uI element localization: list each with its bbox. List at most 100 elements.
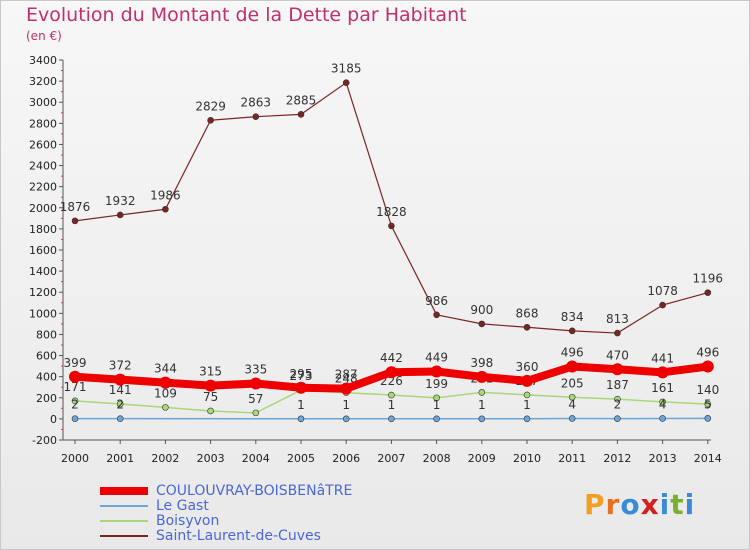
data-point — [523, 391, 531, 399]
data-point — [159, 376, 172, 389]
data-label: 140 — [696, 383, 719, 397]
data-label: 986 — [425, 294, 448, 308]
data-label: 75 — [203, 390, 218, 404]
data-point — [295, 381, 307, 394]
data-label: 57 — [248, 392, 263, 406]
data-point — [116, 415, 124, 422]
data-point — [297, 415, 305, 423]
data-point — [568, 415, 576, 422]
data-label: 295 — [290, 367, 313, 381]
data-label: 205 — [561, 376, 584, 390]
chart-subtitle: (en €) — [26, 29, 62, 43]
y-tick-label: 3200 — [29, 75, 57, 88]
data-label: 3185 — [331, 62, 362, 76]
data-point — [204, 379, 217, 392]
data-point — [656, 366, 669, 379]
data-label: 273 — [290, 369, 313, 383]
data-point — [433, 311, 440, 319]
data-label: 449 — [425, 350, 448, 364]
data-point — [478, 389, 486, 396]
data-point — [478, 415, 486, 423]
data-label: 2 — [71, 398, 79, 412]
data-label: 199 — [425, 377, 448, 391]
data-point — [116, 211, 124, 219]
data-label: 1876 — [60, 200, 91, 214]
data-label: 4 — [568, 397, 576, 411]
data-label: 496 — [561, 346, 584, 360]
logo-letter: P — [584, 488, 606, 521]
chart-title: Evolution du Montant de la Dette par Hab… — [26, 4, 467, 26]
y-tick-label: 3000 — [29, 96, 57, 109]
data-point — [388, 391, 395, 399]
x-tick-label: 2001 — [106, 452, 134, 465]
line-chart: -200 0 200 400 600 800 1000 1200 1400 1600 1800 200… — [29, 54, 724, 465]
data-point — [71, 217, 79, 225]
data-point — [342, 79, 350, 86]
y-tick-label: 400 — [36, 371, 57, 384]
data-label: 187 — [606, 378, 629, 392]
data-point — [69, 370, 81, 383]
data-label: 1 — [478, 398, 486, 412]
y-tick-label: 2600 — [29, 138, 57, 151]
x-tick-label: 2007 — [377, 452, 405, 465]
data-label: 470 — [606, 348, 629, 362]
data-label: 1986 — [150, 188, 181, 202]
data-label: 171 — [64, 380, 87, 394]
data-point — [568, 327, 576, 335]
data-point — [701, 360, 714, 373]
data-point — [114, 373, 127, 386]
legend-swatch — [100, 535, 148, 537]
y-tick-label: 1400 — [29, 265, 57, 278]
y-tick-label: 600 — [36, 350, 57, 363]
legend-label: Boisyvon — [156, 513, 220, 529]
data-label: 161 — [651, 381, 674, 395]
logo-letter: i — [659, 488, 671, 521]
y-tick-label: 200 — [36, 392, 57, 405]
data-label: 372 — [109, 359, 132, 373]
data-point — [162, 205, 169, 213]
y-tick-label: 3400 — [29, 54, 57, 67]
data-point — [249, 377, 262, 390]
data-point — [659, 415, 666, 422]
data-label: 344 — [154, 362, 177, 376]
data-label: 496 — [696, 346, 719, 360]
data-label: 900 — [470, 303, 493, 317]
data-label: 2 — [116, 398, 124, 412]
data-point — [162, 404, 169, 411]
data-label: 1 — [388, 398, 396, 412]
data-label: 1 — [523, 398, 531, 412]
data-point — [430, 365, 443, 378]
x-tick-label: 2008 — [423, 452, 451, 465]
y-tick-label: 2000 — [29, 202, 57, 215]
y-tick-label: -200 — [32, 434, 57, 447]
data-label: 109 — [154, 386, 177, 400]
data-point — [252, 113, 260, 120]
data-label: 399 — [64, 356, 87, 370]
x-tick-label: 2004 — [242, 452, 270, 465]
data-point — [659, 301, 666, 309]
data-point — [521, 374, 533, 387]
data-label: 2885 — [286, 93, 317, 107]
data-label: 2863 — [241, 96, 272, 110]
data-label: 1 — [433, 398, 441, 412]
y-tick-label: 2200 — [29, 181, 57, 194]
data-point — [207, 116, 214, 124]
data-point — [704, 400, 712, 408]
data-point — [659, 398, 666, 406]
x-tick-label: 2012 — [603, 452, 631, 465]
legend-swatch — [100, 505, 148, 507]
data-point — [71, 397, 79, 405]
data-point — [340, 382, 353, 395]
data-label: 315 — [199, 365, 222, 379]
legend-swatch — [100, 520, 148, 522]
data-point — [568, 393, 576, 401]
data-label: 5 — [704, 397, 712, 411]
data-point — [297, 111, 305, 118]
data-point — [478, 320, 486, 328]
x-tick-label: 2010 — [513, 452, 541, 465]
data-point — [342, 415, 350, 423]
x-tick-label: 2011 — [558, 452, 586, 465]
data-label: 1196 — [693, 272, 724, 286]
data-point — [433, 394, 440, 402]
